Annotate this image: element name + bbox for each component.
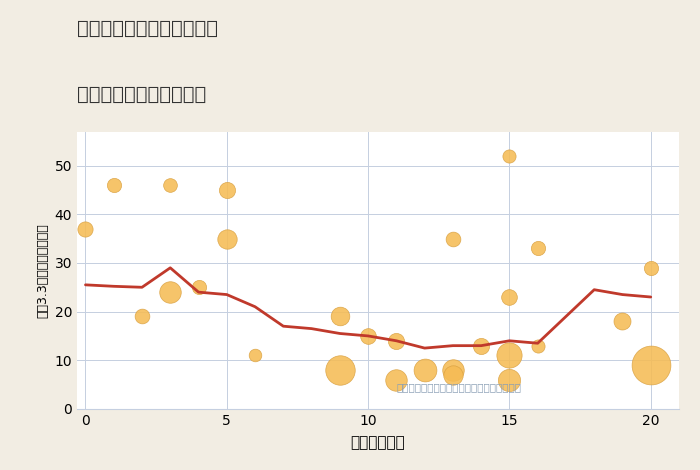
Point (447, 366, 458, 374)
Point (136, 313, 148, 320)
Point (221, 235, 232, 243)
Point (645, 264, 657, 272)
Point (80, 225, 91, 233)
Point (249, 352, 260, 359)
Point (532, 244, 543, 252)
Point (617, 318, 628, 325)
Point (504, 376, 515, 384)
Text: 円の大きさは、取引のあった物件面積を示す: 円の大きさは、取引のあった物件面積を示す (396, 382, 521, 392)
Point (419, 366, 430, 374)
Point (164, 181, 176, 189)
Point (504, 293, 515, 301)
Y-axis label: 坪（3.3㎡）単価（万円）: 坪（3.3㎡）単価（万円） (36, 223, 49, 318)
Point (164, 289, 176, 296)
Point (193, 283, 204, 291)
Point (645, 361, 657, 369)
Point (532, 342, 543, 349)
Point (475, 342, 486, 349)
Point (363, 332, 374, 340)
Point (391, 337, 402, 345)
Text: 駅距離別中古戸建て価格: 駅距離別中古戸建て価格 (77, 85, 206, 103)
Point (334, 313, 345, 320)
Point (504, 152, 515, 160)
Point (504, 352, 515, 359)
Point (334, 366, 345, 374)
Text: 岐阜県養老郡養老町下笠の: 岐阜県養老郡養老町下笠の (77, 19, 218, 38)
Point (108, 181, 119, 189)
Point (391, 376, 402, 384)
Point (447, 235, 458, 243)
Point (221, 186, 232, 194)
X-axis label: 駅距離（分）: 駅距離（分） (351, 435, 405, 450)
Point (447, 371, 458, 379)
